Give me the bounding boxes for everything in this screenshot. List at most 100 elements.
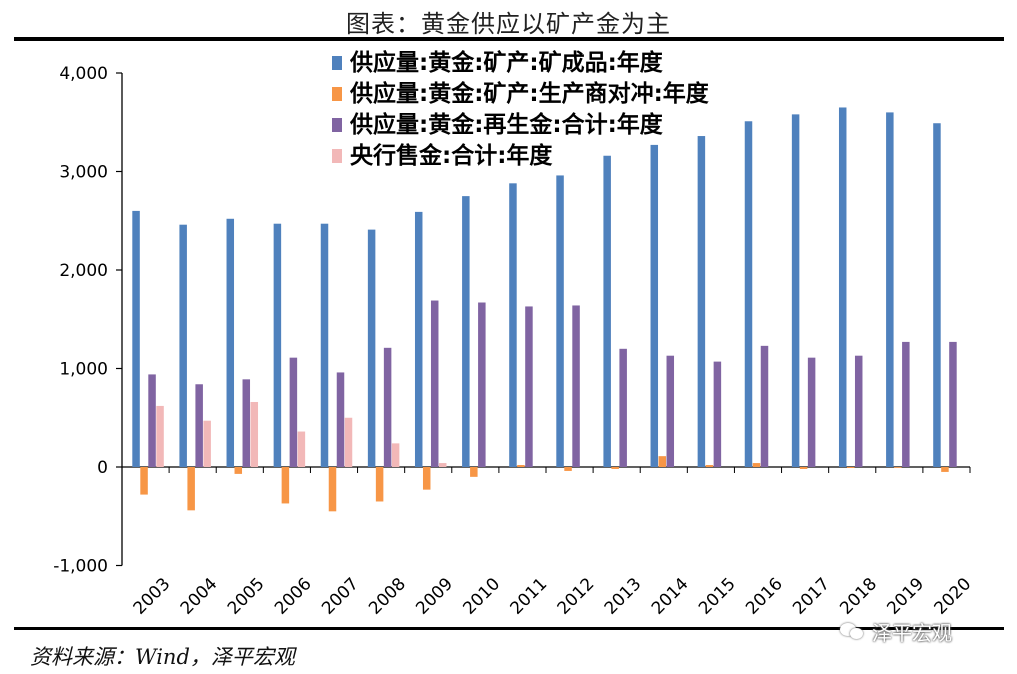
bar-4 [250,401,259,467]
x-tick-label: 2018 [836,574,881,619]
y-tick-label: 4,000 [59,64,108,84]
bar-1 [179,224,187,467]
bar-1 [462,196,470,467]
source-note: 资料来源：Wind，泽平宏观 [30,645,295,669]
bar-2 [564,467,572,471]
x-tick-label: 2015 [695,574,740,619]
x-tick-label: 2011 [507,574,552,619]
bar-3 [902,341,910,467]
x-tick-label: 2006 [271,574,316,619]
bar-2 [752,463,761,467]
bar-3 [666,355,675,467]
top-rule [14,37,1004,41]
bar-1 [132,210,140,467]
bar-2 [375,467,384,502]
bar-2 [517,465,525,467]
bar-1 [509,183,517,467]
bar-3 [383,347,392,467]
legend-label: 供应量:黄金:再生金:合计:年度 [349,111,664,138]
bar-2 [894,467,902,468]
bar-1 [744,121,753,467]
bar-3 [949,341,957,467]
bar-3 [478,302,486,467]
x-tick-label: 2019 [883,574,928,619]
watermark: 泽平宏观 [840,616,990,646]
legend-label: 供应量:黄金:矿产:生产商对冲:年度 [349,80,710,107]
bar-2 [705,465,714,467]
x-tick-label: 2009 [412,574,457,619]
bar-3 [572,305,580,467]
x-tick-label: 2008 [365,574,410,619]
bar-2 [611,467,619,469]
bar-1 [226,218,235,467]
watermark-text: 泽平宏观 [872,620,952,645]
x-tick-label: 2010 [459,574,504,619]
bar-2 [281,467,290,504]
legend-label: 供应量:黄金:矿产:矿成品:年度 [349,49,664,76]
bar-4 [438,463,447,467]
bar-3 [854,355,863,467]
bar-1 [603,155,611,468]
bar-2 [422,467,431,490]
bar-1 [367,229,376,467]
bar-2 [187,467,195,511]
x-tick-label: 2007 [318,574,363,619]
x-tick-label: 2013 [601,574,646,619]
bar-4 [297,431,306,467]
bar-1 [886,112,894,468]
wechat-icon [840,621,866,641]
bar-1 [933,123,941,468]
bar-2 [658,456,667,467]
bar-2 [470,467,478,477]
bar-1 [414,211,423,467]
bar-1 [697,136,706,468]
bar-1 [556,175,564,467]
bars [132,107,957,512]
bar-1 [273,223,282,467]
bar-2 [234,467,243,474]
bar-2 [941,467,949,472]
bar-3 [713,361,722,467]
legend-swatch [332,149,342,163]
bar-3 [525,306,533,467]
x-tick-label: 2016 [742,574,787,619]
bar-4 [391,443,400,467]
bar-3 [430,300,439,467]
chart-title: 图表：黄金供应以矿产金为主 [346,10,671,38]
bar-3 [148,374,156,467]
legend-label: 央行售金:合计:年度 [350,142,553,169]
bar-2 [140,467,148,495]
y-tick-label: -1,000 [53,557,108,577]
bar-3 [619,348,627,467]
y-tick-label: 3,000 [59,163,108,183]
x-tick-label: 2005 [224,574,269,619]
x-tick-label: 2014 [648,574,693,619]
bar-4 [203,420,211,467]
bar-3 [289,357,298,467]
bar-1 [791,114,800,468]
legend: 供应量:黄金:矿产:矿成品:年度供应量:黄金:矿产:生产商对冲:年度供应量:黄金… [332,49,710,169]
legend-swatch [332,118,342,132]
x-tick-label: 2017 [789,574,834,619]
bar-4 [344,417,353,467]
bar-4 [156,405,164,467]
legend-swatch [332,56,342,70]
bar-3 [807,357,816,467]
bar-2 [846,467,855,468]
bar-3 [336,372,345,467]
bar-1 [650,144,659,467]
x-tick-label: 2004 [177,574,222,619]
bottom-rule [14,627,1004,630]
y-tick-label: 2,000 [59,261,108,281]
x-tick-label: 2020 [931,574,976,619]
bar-2 [799,467,808,469]
bar-3 [242,379,251,467]
bar-3 [195,384,203,467]
legend-swatch [332,87,342,101]
y-tick-label: 1,000 [59,360,108,380]
bar-2 [328,467,337,512]
bar-1 [838,107,847,467]
x-tick-label: 2003 [130,574,175,619]
bar-1 [320,223,329,467]
